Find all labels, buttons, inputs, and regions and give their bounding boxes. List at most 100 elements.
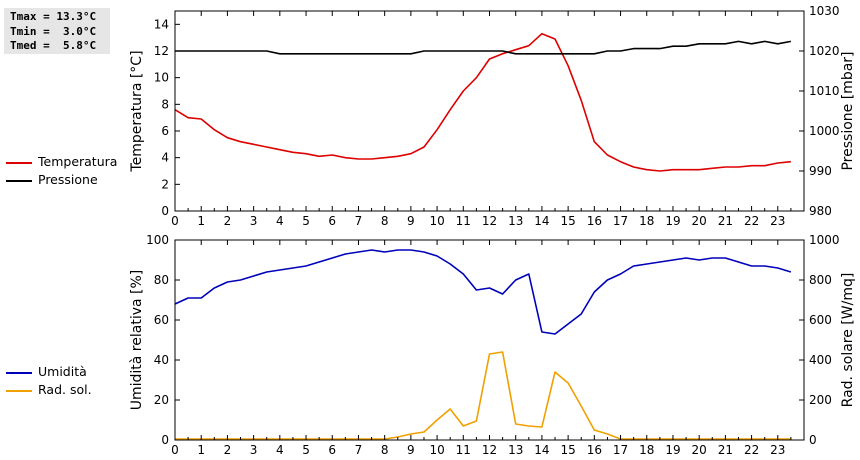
y-tick-label-right: 1020 (809, 44, 840, 58)
x-tick-label: 15 (560, 214, 575, 228)
chart-panel-2: 0 1 2 3 4 5 6 7 8 9 10 11 12 13 14 15 16 17 18 19 20 21 22 2302… (129, 233, 856, 457)
chart-panel-1: 0 1 2 3 4 5 6 7 8 9 10 11 12 13 14 15 16 17 18 19 20 21 22 2302… (129, 4, 856, 228)
y-tick-label-left: 0 (161, 204, 169, 218)
y-tick-label-left: 2 (161, 177, 169, 191)
x-tick-label: 10 (429, 214, 444, 228)
x-tick-label: 7 (355, 214, 363, 228)
y-tick-label-right: 0 (809, 433, 817, 447)
x-tick-label: 6 (328, 443, 336, 457)
x-tick-label: 9 (407, 443, 415, 457)
x-tick-label: 1 (197, 443, 205, 457)
x-tick-label: 18 (639, 214, 654, 228)
x-tick-label: 12 (482, 443, 497, 457)
tmax-stat: Tmax = 13.3°C (10, 10, 97, 23)
series-line-p2-2 (175, 351, 791, 440)
series-line-p2-1 (174, 249, 792, 335)
x-tick-label: 3 (250, 443, 258, 457)
legend-swatch-umidita (6, 371, 32, 374)
x-tick-label: 2 (224, 443, 232, 457)
x-tick-label: 23 (770, 443, 785, 457)
x-tick-label: 14 (534, 214, 549, 228)
legend-temperatura: Temperatura (6, 154, 117, 169)
tmin-stat: Tmin = 3.0°C (10, 24, 97, 38)
series-line-p1-1 (174, 32, 791, 172)
x-tick-label: 22 (744, 214, 759, 228)
y-tick-label-left: 80 (154, 273, 169, 287)
x-tick-label: 0 (171, 214, 179, 228)
x-tick-label: 20 (692, 443, 707, 457)
plot-frame-1 (174, 10, 805, 212)
y-tick-label-left: 12 (154, 44, 169, 58)
tmed-stat: Tmed = 5.8°C (10, 39, 97, 52)
temperature-stats-box: Tmax = 13.3°C Tmin = 3.0°C Tmed = 5.8°C (4, 8, 110, 54)
y-axis-label-right: Rad. solare [W/mq] (840, 273, 856, 408)
x-tick-label: 16 (587, 443, 602, 457)
x-tick-label: 19 (665, 214, 680, 228)
y-axis-label-right: Pressione [mbar] (840, 51, 856, 170)
y-tick-label-right: 1000 (809, 124, 840, 138)
legend-swatch-pressione (6, 179, 32, 182)
y-tick-label-right: 200 (809, 393, 832, 407)
x-tick-label: 21 (718, 214, 733, 228)
series-line-p1-2 (175, 40, 792, 55)
y-tick-label-left: 4 (161, 151, 169, 165)
x-tick-label: 4 (276, 214, 284, 228)
x-tick-label: 10 (429, 443, 444, 457)
x-tick-label: 13 (508, 214, 523, 228)
y-tick-label-right: 600 (809, 313, 832, 327)
x-tick-label: 11 (456, 214, 471, 228)
x-tick-label: 4 (276, 443, 284, 457)
x-tick-label: 15 (560, 443, 575, 457)
x-tick-label: 7 (355, 443, 363, 457)
y-tick-label-right: 1030 (809, 4, 840, 18)
x-tick-label: 3 (250, 214, 258, 228)
x-tick-label: 14 (534, 443, 549, 457)
x-tick-label: 0 (171, 443, 179, 457)
legend-umidita: Umidità (6, 364, 87, 379)
y-tick-label-left: 8 (161, 97, 169, 111)
x-tick-label: 17 (613, 214, 628, 228)
legend-label-pressione: Pressione (38, 172, 98, 187)
x-tick-label: 1 (197, 214, 205, 228)
legend-swatch-rad-sol (6, 389, 32, 392)
y-tick-label-left: 100 (146, 233, 169, 247)
y-tick-label-left: 20 (154, 393, 169, 407)
y-tick-label-left: 6 (161, 124, 169, 138)
x-tick-label: 19 (665, 443, 680, 457)
x-tick-label: 20 (692, 214, 707, 228)
x-tick-label: 12 (482, 214, 497, 228)
legend-rad-sol: Rad. sol. (6, 382, 92, 397)
x-tick-label: 16 (587, 214, 602, 228)
y-tick-label-left: 14 (154, 17, 169, 31)
x-tick-label: 8 (381, 443, 389, 457)
x-tick-label: 22 (744, 443, 759, 457)
x-tick-label: 5 (302, 443, 310, 457)
legend-swatch-temperatura (6, 161, 32, 164)
y-tick-label-left: 60 (154, 313, 169, 327)
legend-label-temperatura: Temperatura (38, 154, 118, 169)
y-tick-label-left: 10 (154, 71, 169, 85)
x-tick-label: 18 (639, 443, 654, 457)
legend-label-umidita: Umidità (38, 364, 87, 379)
y-tick-label-right: 800 (809, 273, 832, 287)
y-tick-label-right: 980 (809, 204, 832, 218)
y-tick-label-left: 0 (161, 433, 169, 447)
legend-label-rad-sol: Rad. sol. (38, 382, 92, 397)
x-tick-label: 8 (381, 214, 389, 228)
x-tick-label: 17 (613, 443, 628, 457)
x-tick-label: 11 (456, 443, 471, 457)
x-tick-label: 5 (302, 214, 310, 228)
x-tick-label: 13 (508, 443, 523, 457)
y-tick-label-right: 400 (809, 353, 832, 367)
y-tick-label-right: 990 (809, 164, 832, 178)
y-tick-label-left: 40 (154, 353, 169, 367)
y-axis-label-left: Temperatura [°C] (129, 50, 145, 172)
x-tick-label: 23 (770, 214, 785, 228)
x-tick-label: 2 (224, 214, 232, 228)
x-tick-label: 9 (407, 214, 415, 228)
legend-pressione: Pressione (6, 172, 98, 187)
x-tick-label: 21 (718, 443, 733, 457)
y-tick-label-right: 1000 (809, 233, 840, 247)
